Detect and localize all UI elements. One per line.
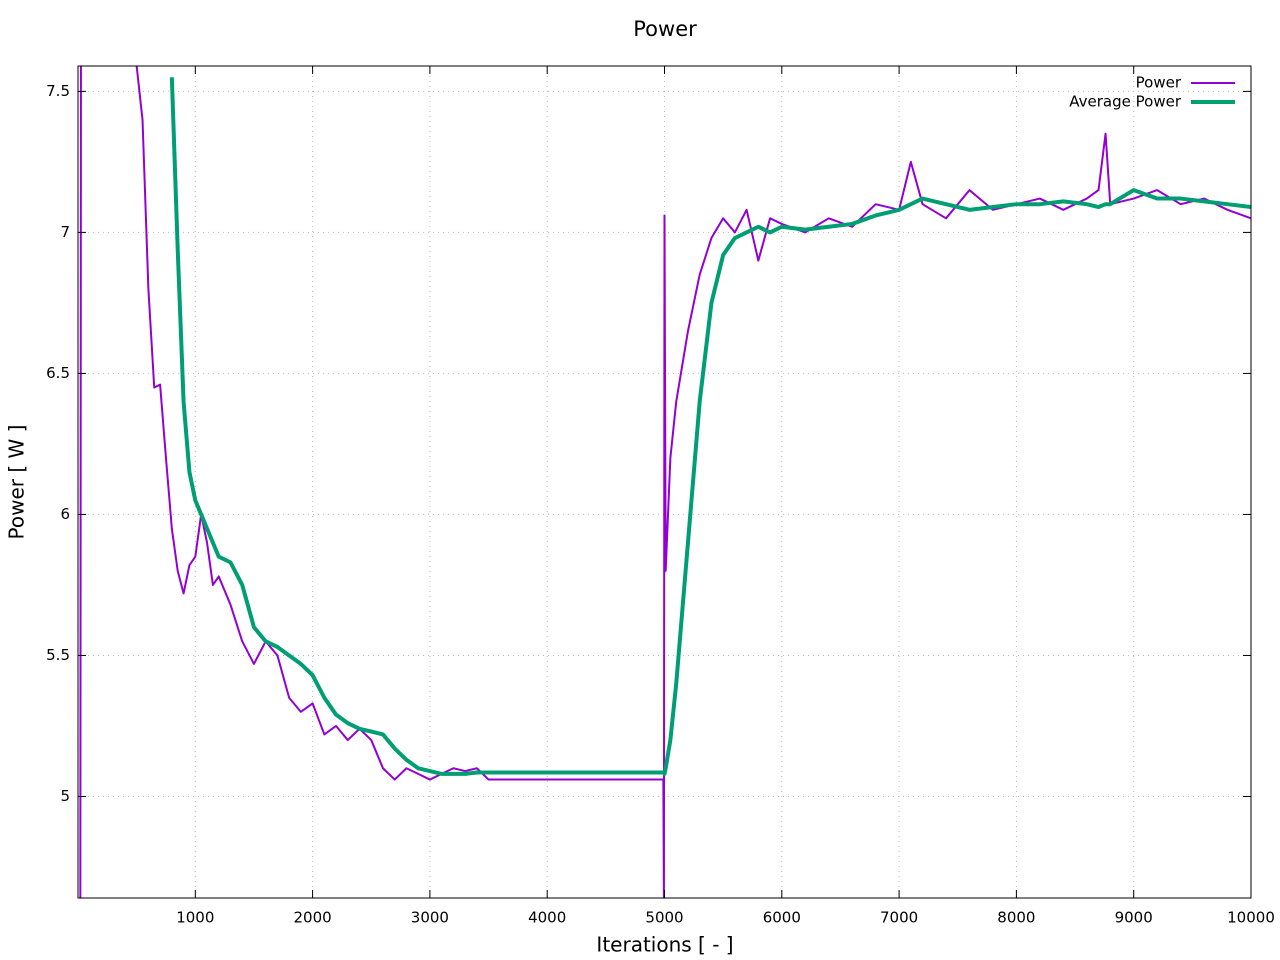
x-tick-label: 8000: [997, 909, 1035, 927]
legend-label: Average Power: [1069, 93, 1182, 111]
x-tick-label: 4000: [528, 909, 566, 927]
chart-title: Power: [633, 17, 697, 41]
x-tick-label: 2000: [294, 909, 332, 927]
x-tick-label: 10000: [1227, 909, 1275, 927]
x-tick-label: 6000: [763, 909, 801, 927]
y-tick-label: 7: [60, 223, 70, 241]
y-tick-label: 7.5: [46, 82, 70, 100]
y-tick-label: 6: [60, 505, 70, 523]
x-tick-label: 3000: [411, 909, 449, 927]
data-line: [169, 77, 1251, 776]
x-tick-label: 7000: [880, 909, 918, 927]
x-tick-label: 5000: [645, 909, 683, 927]
x-axis-label: Iterations [ - ]: [596, 933, 733, 957]
y-tick-label: 6.5: [46, 364, 70, 382]
y-tick-label: 5.5: [46, 646, 70, 664]
x-tick-label: 1000: [176, 909, 214, 927]
y-tick-label: 5: [60, 787, 70, 805]
x-tick-label: 9000: [1115, 909, 1153, 927]
plot-area: [78, 66, 1252, 898]
legend-label: Power: [1136, 74, 1182, 92]
y-axis-label: Power [ W ]: [5, 425, 29, 540]
